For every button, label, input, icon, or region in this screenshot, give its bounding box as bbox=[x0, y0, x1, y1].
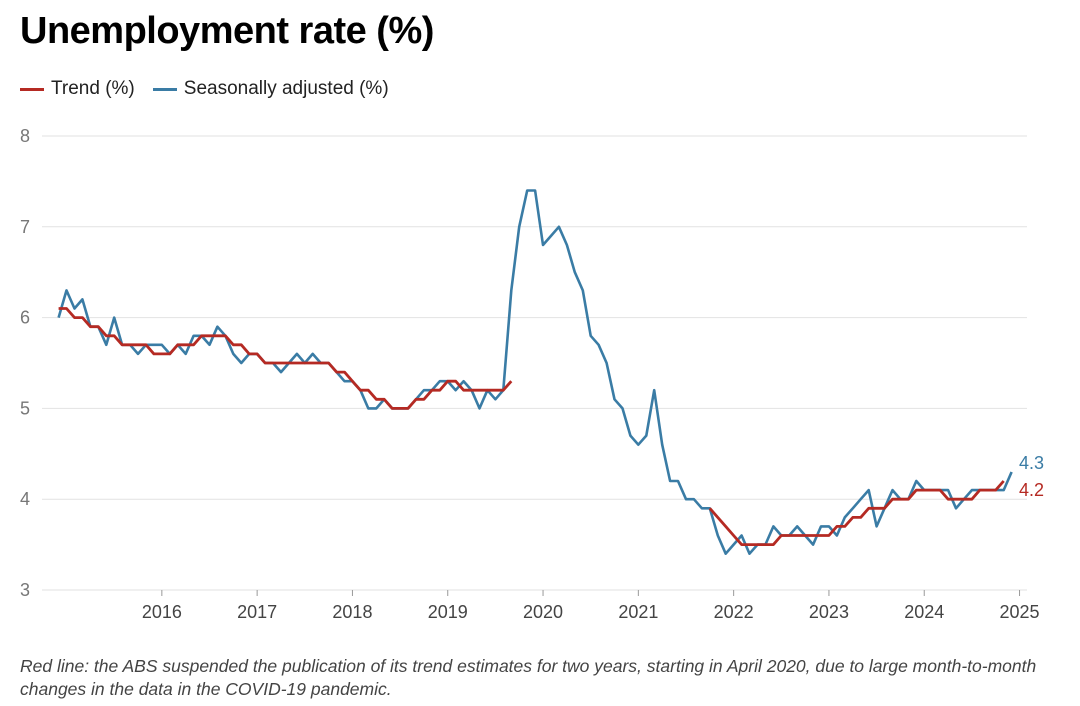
x-tick-label: 2025 bbox=[1000, 602, 1040, 622]
y-tick-label: 4 bbox=[20, 489, 30, 509]
x-tick-label: 2020 bbox=[523, 602, 563, 622]
x-tick-label: 2019 bbox=[428, 602, 468, 622]
series-line-trend-segment-2 bbox=[708, 480, 1005, 546]
x-tick-label: 2021 bbox=[618, 602, 658, 622]
chart-footnote: Red line: the ABS suspended the publicat… bbox=[20, 656, 1037, 699]
x-tick-label: 2023 bbox=[809, 602, 849, 622]
y-tick-label: 7 bbox=[20, 217, 30, 237]
legend-item-trend: Trend (%) bbox=[20, 78, 135, 100]
y-tick-label: 5 bbox=[20, 398, 30, 418]
chart-title: Unemployment rate (%) bbox=[20, 10, 434, 52]
legend-swatch-trend bbox=[20, 87, 44, 91]
legend-label-trend: Trend (%) bbox=[51, 78, 135, 99]
x-tick-label: 2024 bbox=[904, 602, 944, 622]
x-tick-label: 2022 bbox=[714, 602, 754, 622]
y-tick-label: 3 bbox=[20, 580, 30, 600]
end-label-trend: 4.2 bbox=[1019, 480, 1044, 500]
legend: Trend (%) Seasonally adjusted (%) bbox=[20, 78, 407, 100]
legend-item-seasonal: Seasonally adjusted (%) bbox=[152, 78, 389, 100]
y-tick-label: 8 bbox=[20, 126, 30, 146]
x-tick-label: 2017 bbox=[237, 602, 277, 622]
series-line-seasonally-adjusted bbox=[57, 189, 1013, 555]
end-label-seasonally-adjusted: 4.3 bbox=[1019, 453, 1044, 473]
legend-label-seasonal: Seasonally adjusted (%) bbox=[183, 78, 389, 99]
series-line-trend-segment-1 bbox=[58, 307, 513, 410]
x-tick-label: 2016 bbox=[142, 602, 182, 622]
y-tick-label: 6 bbox=[20, 308, 30, 328]
legend-swatch-seasonal bbox=[152, 87, 177, 91]
x-tick-label: 2018 bbox=[332, 602, 372, 622]
